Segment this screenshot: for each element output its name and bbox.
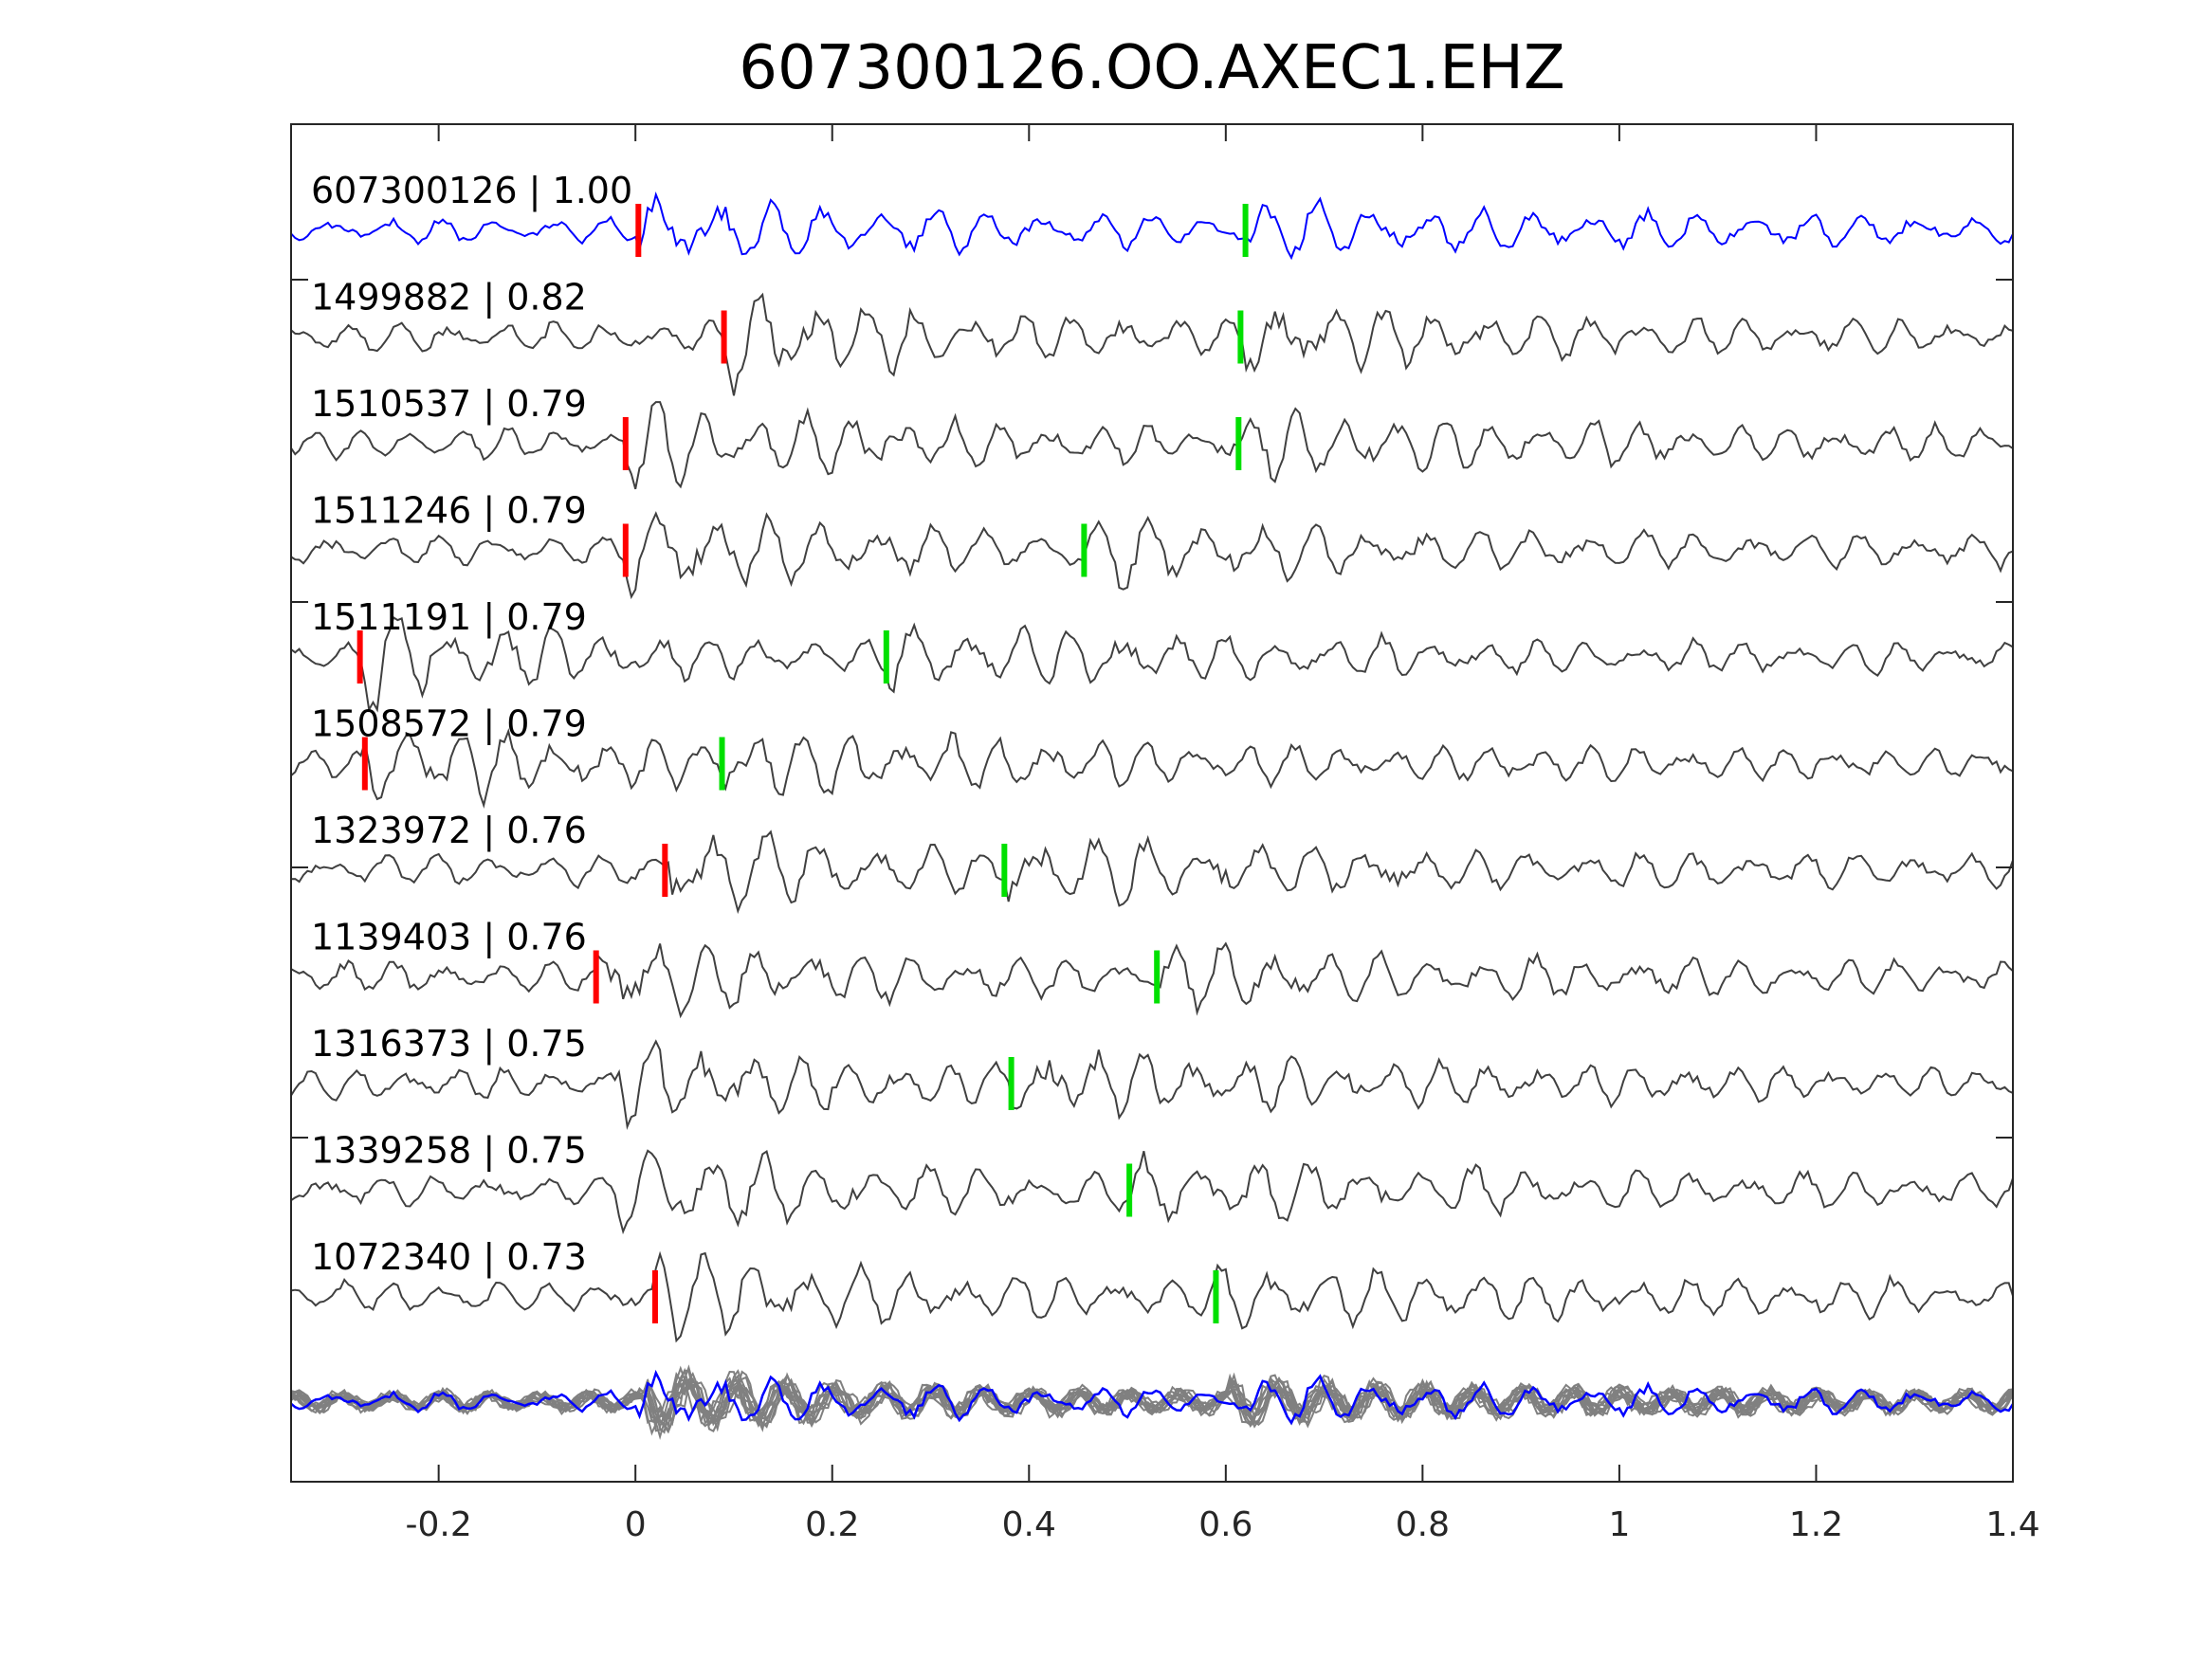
- pick-markers: [356, 204, 1249, 1323]
- trace-label: 1499882 | 0.82: [311, 277, 587, 319]
- trace-line: [290, 511, 2014, 600]
- trace-label: 1139403 | 0.76: [311, 917, 587, 959]
- trace-labels: 607300126 | 1.00 1499882 | 0.82 1510537 | …: [311, 170, 632, 1279]
- trace-line: [290, 1149, 2014, 1235]
- x-tick-label: -0.2: [406, 1505, 472, 1544]
- trace-line: [290, 830, 2014, 915]
- x-tick-label: 0: [625, 1505, 647, 1544]
- trace-label: 607300126 | 1.00: [311, 170, 632, 212]
- chart-title: 607300126.OO.AXEC1.EHZ: [739, 33, 1565, 103]
- trace-area: [290, 191, 2015, 1440]
- axes-frame: [290, 123, 2014, 1483]
- x-tick-label: 0.6: [1198, 1505, 1252, 1544]
- trace-label: 1510537 | 0.79: [311, 383, 587, 426]
- trace-line: [290, 1250, 2014, 1343]
- x-tick-label: 0.8: [1396, 1505, 1450, 1544]
- stack-trace-line: [290, 1374, 2014, 1427]
- trace-line: [290, 941, 2014, 1019]
- x-tick-label: 1: [1608, 1505, 1630, 1544]
- stack-trace-line: [290, 1371, 2014, 1436]
- trace-label: 1508572 | 0.79: [311, 703, 587, 746]
- trace-label: 1072340 | 0.73: [311, 1236, 587, 1279]
- trace-label: 1511246 | 0.79: [311, 490, 587, 533]
- trace-label: 1323972 | 0.76: [311, 810, 587, 852]
- stack-template-line: [290, 1369, 2015, 1426]
- x-axis-ticks: -0.2 0 0.2 0.4 0.6 0.8 1 1.2 1.4: [406, 124, 2040, 1544]
- trace-line: [290, 292, 2014, 396]
- trace-label: 1511191 | 0.79: [311, 596, 587, 639]
- x-tick-label: 0.2: [805, 1505, 859, 1544]
- x-tick-label: 0.4: [1002, 1505, 1056, 1544]
- trace-line: [290, 615, 2014, 713]
- trace-line: [290, 191, 2014, 261]
- x-tick-label: 1.2: [1789, 1505, 1843, 1544]
- trace-label: 1339258 | 0.75: [311, 1130, 587, 1173]
- trace-line: [290, 401, 2014, 490]
- trace-label: 1316373 | 0.75: [311, 1023, 587, 1066]
- trace-line: [290, 1039, 2014, 1131]
- trace-line: [290, 728, 2014, 810]
- x-tick-label: 1.4: [1985, 1505, 2039, 1544]
- y-ticks: [291, 279, 2013, 1139]
